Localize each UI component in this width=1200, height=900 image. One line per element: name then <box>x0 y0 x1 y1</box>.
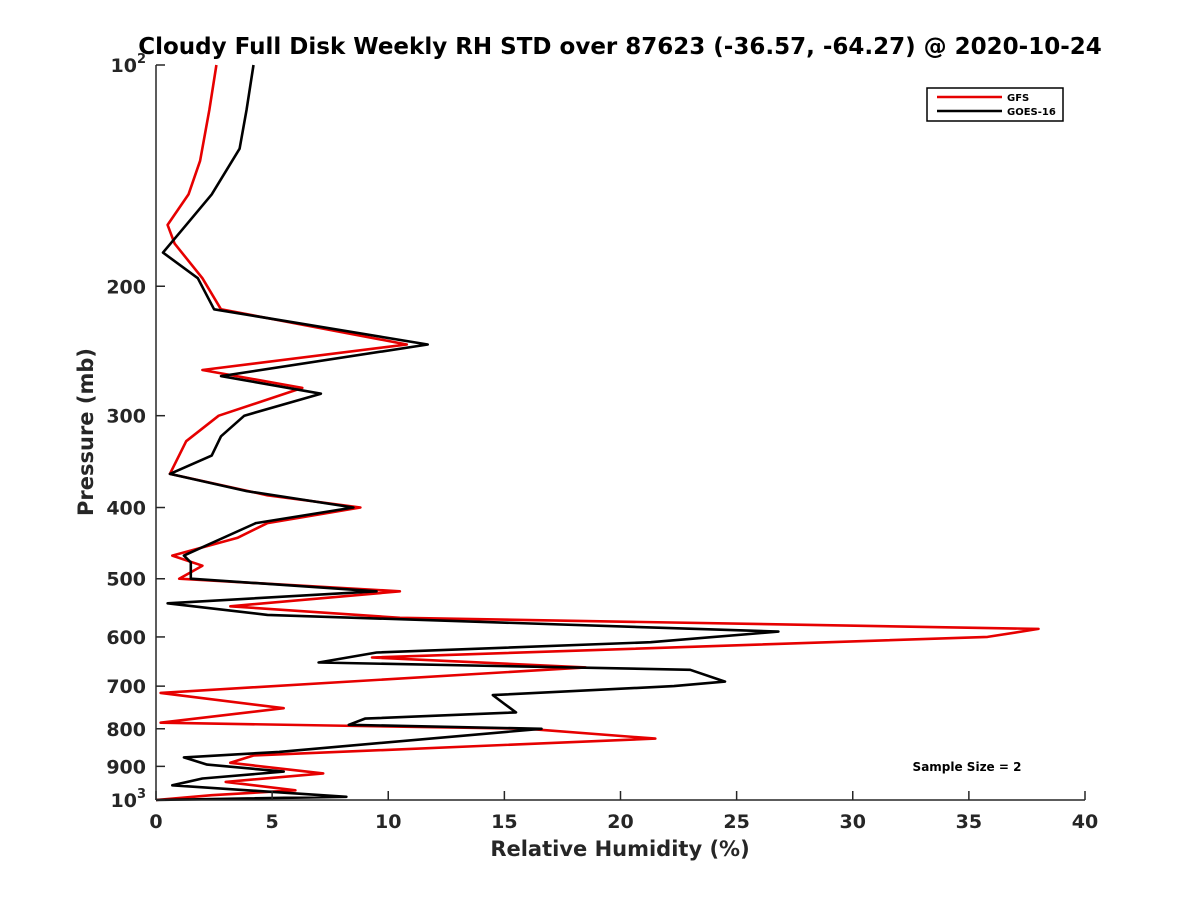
y-tick-label: 103 <box>111 787 147 812</box>
y-tick-label: 200 <box>106 276 146 298</box>
legend-box <box>926 87 1064 122</box>
y-axis-ticks: 102 200 300 400 500 600 700 800 900 103 <box>106 52 165 812</box>
y-tick-label: 500 <box>106 569 146 591</box>
y-tick-label: 300 <box>106 406 146 428</box>
y-tick-label: 400 <box>106 498 146 520</box>
sample-size-annotation: Sample Size = 2 <box>913 760 1022 774</box>
x-tick-label: 30 <box>840 811 866 833</box>
series-line-goes16 <box>155 64 780 802</box>
y-tick-label: 102 <box>111 52 147 77</box>
x-tick-label: 0 <box>149 811 162 833</box>
x-tick-label: 10 <box>375 811 401 833</box>
legend-label-gfs: GFS <box>1007 93 1029 104</box>
plot-series <box>155 64 1040 802</box>
legend-label-goes16: GOES-16 <box>1007 107 1056 118</box>
x-tick-label: 20 <box>607 811 633 833</box>
y-tick-label: 600 <box>106 627 146 649</box>
chart-title: Cloudy Full Disk Weekly RH STD over 8762… <box>138 34 1102 60</box>
x-tick-label: 5 <box>266 811 279 833</box>
x-axis-label: Relative Humidity (%) <box>490 837 749 861</box>
y-tick-label: 700 <box>106 676 146 698</box>
x-tick-label: 15 <box>491 811 517 833</box>
x-tick-label: 35 <box>956 811 982 833</box>
x-tick-label: 40 <box>1072 811 1098 833</box>
legend: GFS GOES-16 <box>926 87 1064 122</box>
y-tick-label: 800 <box>106 719 146 741</box>
x-tick-label: 25 <box>723 811 749 833</box>
x-axis-ticks: 0 5 10 15 20 25 30 35 40 <box>149 791 1098 833</box>
y-tick-label: 900 <box>106 756 146 778</box>
y-axis-label: Pressure (mb) <box>74 348 98 516</box>
